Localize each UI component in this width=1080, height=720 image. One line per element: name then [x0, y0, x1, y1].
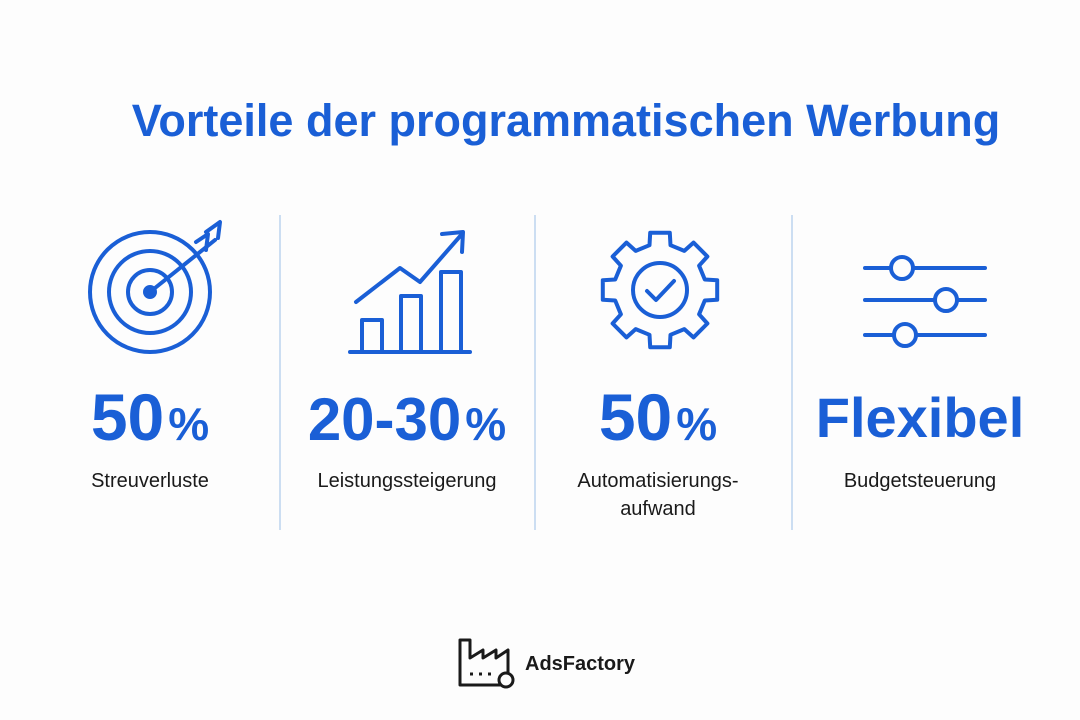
stat-value: 20-30% [308, 386, 506, 453]
brand-name: AdsFactory [525, 653, 636, 675]
logo-icon [458, 638, 515, 689]
stat-label: Automatisierungs- [577, 470, 738, 492]
stat-label: Leistungssteigerung [317, 470, 496, 492]
title: Vorteile der programmatischen Werbung [132, 95, 1001, 146]
gear-icon [600, 230, 720, 350]
stat-label: Streuverluste [91, 470, 209, 492]
stat-value: 50% [91, 380, 209, 454]
stat-label: aufwand [620, 498, 696, 520]
target-icon [88, 220, 222, 354]
stat-value: 50% [599, 380, 717, 454]
growth-icon [348, 230, 472, 354]
sliders-icon [863, 255, 987, 348]
stat-value: Flexibel [816, 386, 1025, 449]
stat-label: Budgetsteuerung [844, 470, 996, 492]
